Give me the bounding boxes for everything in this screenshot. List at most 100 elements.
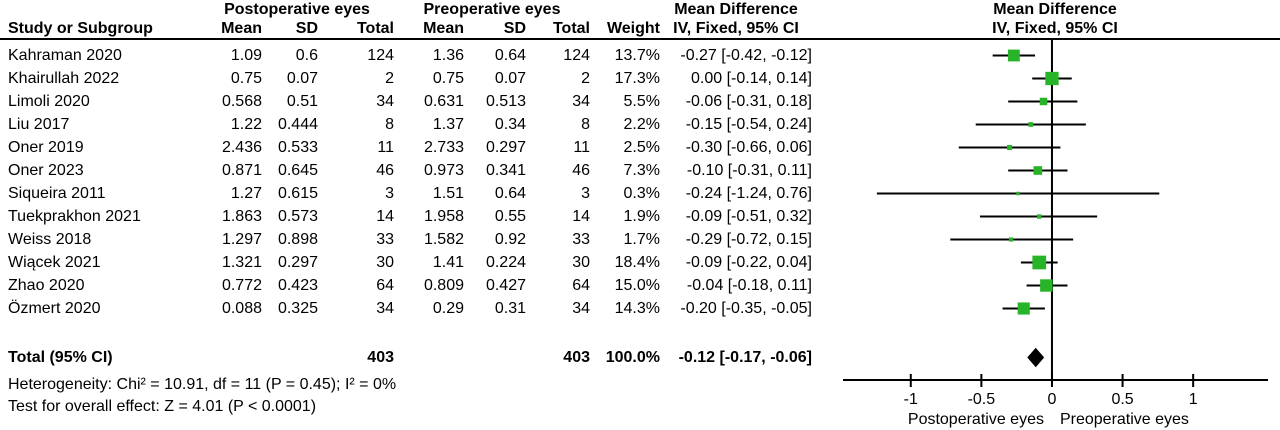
weight-value: 17.3% [614,70,660,87]
forest-plot: -1 -0.5 0 0.5 1 Postoperative eyes Preoperativ… [843,40,1268,428]
pre-mean: 1.958 [423,208,464,225]
md-ci-text: -0.27 [-0.42, -0.12] [680,47,812,64]
pre-total: 64 [572,277,590,294]
weight-value: 14.3% [614,300,660,317]
table-row: Weiss 2018 1.297 0.898 33 1.582 0.92 33 1.7% -0.… [0,228,812,251]
pre-total: 8 [581,116,590,133]
study-name: Weiss 2018 [8,231,92,248]
table-row: Siqueira 2011 1.27 0.615 3 1.51 0.64 3 0.3% -0.2… [0,182,812,205]
post-mean: 2.436 [221,139,262,156]
effect-square [1039,97,1048,106]
total-row: Total (95% CI) 403 403 100.0% -0.12 [-0.… [0,346,812,369]
pre-sd: 0.31 [494,300,526,317]
header-spacer [590,0,660,19]
pre-total: 14 [572,208,590,225]
pre-mean: 0.809 [423,277,464,294]
effect-square [1028,122,1034,127]
post-sd: 0.898 [277,231,318,248]
pre-total: 3 [581,185,590,202]
post-sd: 0.297 [277,254,318,271]
post-total: 11 [377,139,394,156]
post-mean: 1.321 [221,254,262,271]
weight-value: 1.9% [623,208,660,225]
pre-sd: 0.513 [485,93,526,110]
pre-sd: 0.64 [494,185,526,202]
pre-sd: 0.55 [494,208,526,225]
post-total: 34 [376,93,394,110]
effect-square [1045,71,1059,86]
md-ci-text: -0.09 [-0.22, 0.04] [685,254,812,271]
weight-value: 0.3% [623,185,660,202]
post-sd: 0.6 [295,47,318,64]
effect-square [1017,302,1030,315]
overall-effect-note: Test for overall effect: Z = 4.01 (P < 0… [8,398,317,415]
post-sd: 0.325 [277,300,318,317]
axis-label-right: Preoperative eyes [1060,411,1189,428]
total-ci: -0.12 [-0.17, -0.06] [678,349,812,366]
md-ci-text: -0.20 [-0.35, -0.05] [680,300,812,317]
post-sd: 0.533 [277,139,318,156]
md-ci-text: -0.06 [-0.31, 0.18] [685,93,812,110]
header-spacer [0,0,200,19]
post-mean: 0.871 [221,162,262,179]
plot-header: Mean Difference IV, Fixed, 95% CI [830,0,1280,38]
study-name: Wiącek 2021 [8,254,101,271]
table-row: Khairullah 2022 0.75 0.07 2 0.75 0.07 2 17.3% 0.… [0,67,812,90]
post-mean: 1.297 [221,231,262,248]
total-diamond [1027,347,1045,368]
weight-value: 15.0% [614,277,660,294]
post-sd: 0.423 [277,277,318,294]
table-row: Tuekprakhon 2021 1.863 0.573 14 1.958 0.55 14 1… [0,205,812,228]
post-total: 124 [367,47,394,64]
total-post-n: 403 [367,349,394,366]
post-sd: 0.51 [286,93,318,110]
col-header-pre-sd: SD [503,20,526,37]
table-row: Kahraman 2020 1.09 0.6 124 1.36 0.64 124 13.7% -… [0,44,812,67]
group-header-preoperative: Preoperative eyes [423,1,561,18]
pre-mean: 0.973 [423,162,464,179]
pre-total: 34 [572,93,590,110]
study-name: Özmert 2020 [8,300,101,317]
group-header-postoperative: Postoperative eyes [224,1,370,18]
pre-total: 2 [581,70,590,87]
table-row: Wiącek 2021 1.321 0.297 30 1.41 0.224 30 18.4% -… [0,251,812,274]
post-total: 33 [376,231,394,248]
post-sd: 0.645 [277,162,318,179]
study-name: Limoli 2020 [8,93,90,110]
post-mean: 1.22 [230,116,262,133]
post-mean: 1.863 [221,208,262,225]
study-name: Liu 2017 [8,116,70,133]
md-text-header-line2: IV, Fixed, 95% CI [673,20,799,37]
total-label: Total (95% CI) [8,349,113,366]
axis-tick-label: 1 [1189,391,1198,408]
pre-mean: 1.582 [423,231,464,248]
md-text-header-line1: Mean Difference [674,1,798,18]
axis-tick-label: 0.5 [1111,391,1133,408]
col-header-post-sd: SD [295,20,318,37]
pre-total: 33 [572,231,590,248]
md-ci-text: -0.10 [-0.31, 0.11] [686,162,812,179]
pre-mean: 0.631 [423,93,464,110]
post-mean: 0.568 [221,93,262,110]
axis-label-left: Postoperative eyes [908,411,1044,428]
pre-sd: 0.34 [494,116,526,133]
post-total: 8 [385,116,394,133]
pre-sd: 0.297 [485,139,526,156]
pre-sd: 0.92 [494,231,526,248]
weight-value: 2.5% [623,139,660,156]
total-empty [464,346,526,369]
axis-tick-label: 0 [1048,391,1057,408]
pre-mean: 0.75 [432,70,464,87]
pre-mean: 1.41 [432,254,464,271]
post-total: 2 [385,70,394,87]
md-ci-text: -0.30 [-0.66, 0.06] [685,139,812,156]
pre-total: 34 [572,300,590,317]
post-mean: 0.088 [221,300,262,317]
post-mean: 1.27 [230,185,262,202]
post-total: 3 [385,185,394,202]
total-empty [262,346,318,369]
axis-tick-label: -1 [904,391,918,408]
column-header-row: Study or Subgroup Mean SD Total Mean SD … [0,19,1280,38]
table-row: Zhao 2020 0.772 0.423 64 0.809 0.427 64 15.0% -0… [0,274,812,297]
heterogeneity-note: Heterogeneity: Chi² = 10.91, df = 11 (P … [8,376,397,393]
